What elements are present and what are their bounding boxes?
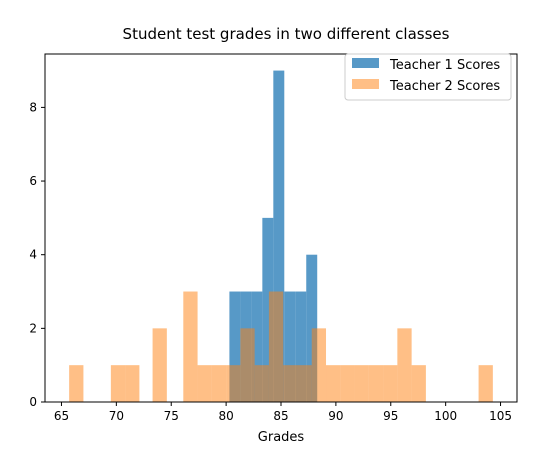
bar-series-2-bin-18 [368,365,384,402]
bar-series-2-bin-8 [226,365,241,402]
bar-series-2-bin-6 [197,365,212,402]
bar-series-1-bin-1 [229,291,241,402]
bar-series-1-bin-5 [273,70,285,403]
bar-series-2-bin-17 [354,365,369,402]
x-tick-label: 85 [273,409,288,423]
bars-layer [69,70,493,403]
y-tick-label: 4 [29,248,37,262]
y-tick-label: 6 [29,174,37,188]
bar-series-2-bin-19 [383,365,398,402]
y-tick-label: 8 [29,100,37,114]
legend-box [344,53,512,101]
bar-series-2-bin-1 [69,365,84,402]
y-tick-label: 0 [29,395,37,409]
x-tick-label: 70 [109,409,124,423]
bar-series-2-bin-11 [268,291,284,402]
bar-series-2-bin-21 [411,365,426,402]
legend-label-teacher-1: Teacher 1 Scores [389,58,500,73]
x-tick-label: 75 [164,409,179,423]
x-axis-label: Grades [258,430,305,445]
bar-series-1-bin-3 [251,291,263,402]
x-tick-label: 90 [328,409,343,423]
bar-series-1-bin-6 [284,291,296,402]
bar-series-2-bin-2 [110,365,126,402]
x-axis-ticks: 65 70 75 80 85 90 95 100 105 [54,402,512,423]
legend-swatch-teacher-2 [352,79,379,89]
x-tick-label: 105 [489,409,512,423]
bar-series-2-bin-22 [478,365,493,402]
bar-series-2-bin-12 [283,365,298,402]
bar-series-2-bin-15 [326,365,341,402]
x-tick-label: 80 [218,409,233,423]
bar-series-2-bin-9 [240,328,255,402]
bar-series-2-bin-10 [254,365,269,402]
bar-series-2-bin-14 [311,328,327,402]
x-tick-label: 95 [383,409,398,423]
legend: Teacher 1 Scores Teacher 2 Scores [344,53,512,101]
bar-series-1-bin-4 [262,217,274,402]
x-tick-label: 100 [434,409,457,423]
bar-series-2-bin-20 [397,328,412,402]
y-tick-label: 2 [29,321,37,335]
bar-series-2-bin-5 [183,291,198,402]
bar-series-2-bin-7 [211,365,227,402]
chart-title: Student test grades in two different cla… [123,25,450,43]
bar-series-1-bin-7 [295,291,307,402]
bar-series-2-bin-16 [340,365,355,402]
bar-series-2-bin-13 [297,365,312,402]
x-tick-label: 65 [54,409,69,423]
legend-swatch-teacher-1 [352,58,379,68]
legend-label-teacher-2: Teacher 2 Scores [389,79,500,94]
y-axis-ticks: 0 2 4 6 8 [29,100,45,409]
bar-series-2-bin-4 [152,328,167,402]
bar-series-2-bin-3 [125,365,140,402]
